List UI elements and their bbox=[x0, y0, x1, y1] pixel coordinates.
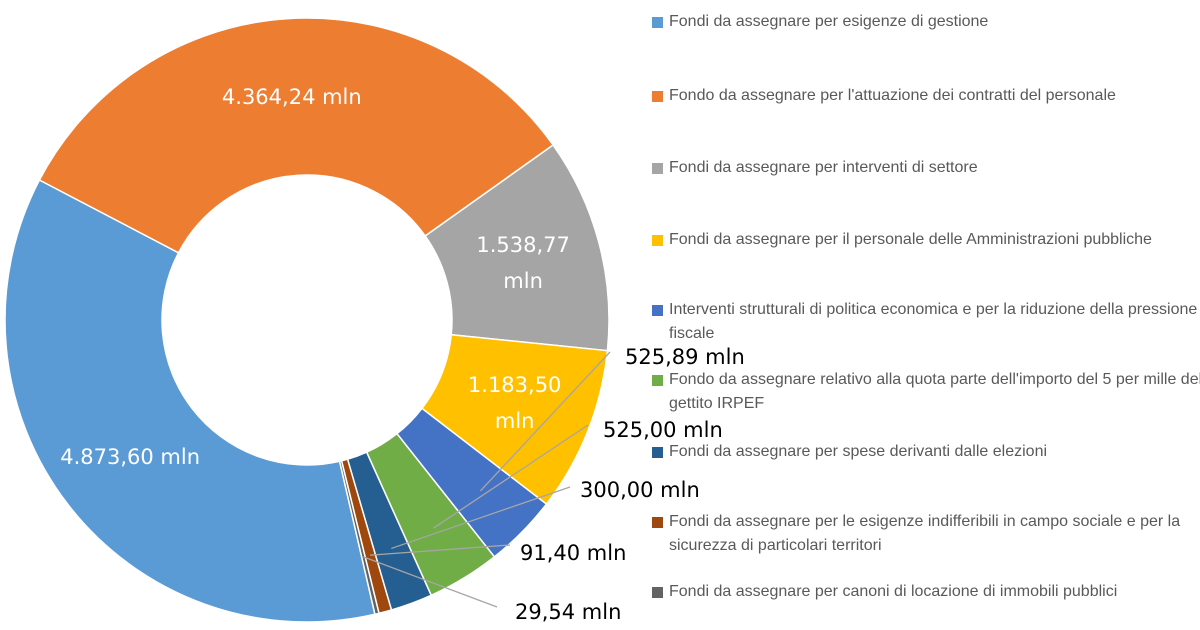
legend-swatch bbox=[652, 305, 663, 316]
legend-label: Fondi da assegnare per canoni di locazio… bbox=[669, 583, 1118, 600]
legend-label: Fondi da assegnare per spese derivanti d… bbox=[669, 443, 1048, 460]
data-label: 1.183,50 mln bbox=[467, 372, 562, 433]
data-label: 1.538,77 mln bbox=[476, 232, 570, 293]
legend-item: Fondi da assegnare per canoni di locazio… bbox=[652, 580, 1200, 604]
legend-item: Fondi da assegnare per spese derivanti d… bbox=[652, 440, 1200, 464]
leader-line bbox=[433, 424, 589, 529]
data-label: 91,40 mln bbox=[520, 541, 627, 565]
slice bbox=[424, 143, 610, 352]
legend-swatch bbox=[652, 235, 663, 246]
slice bbox=[338, 459, 380, 616]
legend-label: Fondo da assegnare per l'attuazione dei … bbox=[669, 87, 1116, 104]
data-label: 525,89 mln bbox=[625, 345, 745, 369]
legend-item: Fondo da assegnare relativo alla quota p… bbox=[652, 368, 1200, 416]
legend-label: Fondo da assegnare relativo alla quota p… bbox=[669, 371, 1200, 412]
leader-line bbox=[479, 351, 611, 492]
legend-swatch bbox=[652, 163, 663, 174]
leader-line bbox=[370, 544, 511, 556]
data-label: 4.364,24 mln bbox=[221, 85, 362, 110]
legend-swatch bbox=[652, 517, 663, 528]
leader-line bbox=[363, 556, 498, 608]
legend-swatch bbox=[652, 587, 663, 598]
legend-swatch bbox=[652, 447, 663, 458]
data-label: 4.873,60 mln bbox=[60, 444, 201, 469]
legend-label: Fondi da assegnare per le esigenze indif… bbox=[669, 513, 1181, 554]
slice bbox=[4, 178, 376, 623]
legend-item: Fondo da assegnare per l'attuazione dei … bbox=[652, 84, 1200, 108]
legend-item: Fondi da assegnare per le esigenze indif… bbox=[652, 510, 1200, 558]
legend-swatch bbox=[652, 91, 663, 102]
legend-item: Fondi da assegnare per esigenze di gesti… bbox=[652, 10, 1200, 34]
data-label: 525,00 mln bbox=[603, 418, 723, 442]
legend-swatch bbox=[652, 17, 663, 28]
legend-swatch bbox=[652, 375, 663, 386]
legend-label: Fondi da assegnare per il personale dell… bbox=[669, 231, 1152, 248]
legend-label: Fondi da assegnare per interventi di set… bbox=[669, 159, 978, 176]
legend-label: Interventi strutturali di politica econo… bbox=[669, 301, 1198, 342]
legend-item: Fondi da assegnare per interventi di set… bbox=[652, 156, 1200, 180]
legend-item: Interventi strutturali di politica econo… bbox=[652, 298, 1200, 346]
slice bbox=[38, 17, 555, 254]
legend-item: Fondi da assegnare per il personale dell… bbox=[652, 228, 1200, 252]
data-label: 300,00 mln bbox=[580, 478, 700, 502]
legend-label: Fondi da assegnare per esigenze di gesti… bbox=[669, 13, 989, 30]
leader-line bbox=[391, 486, 571, 550]
data-label: 29,54 mln bbox=[515, 600, 622, 624]
